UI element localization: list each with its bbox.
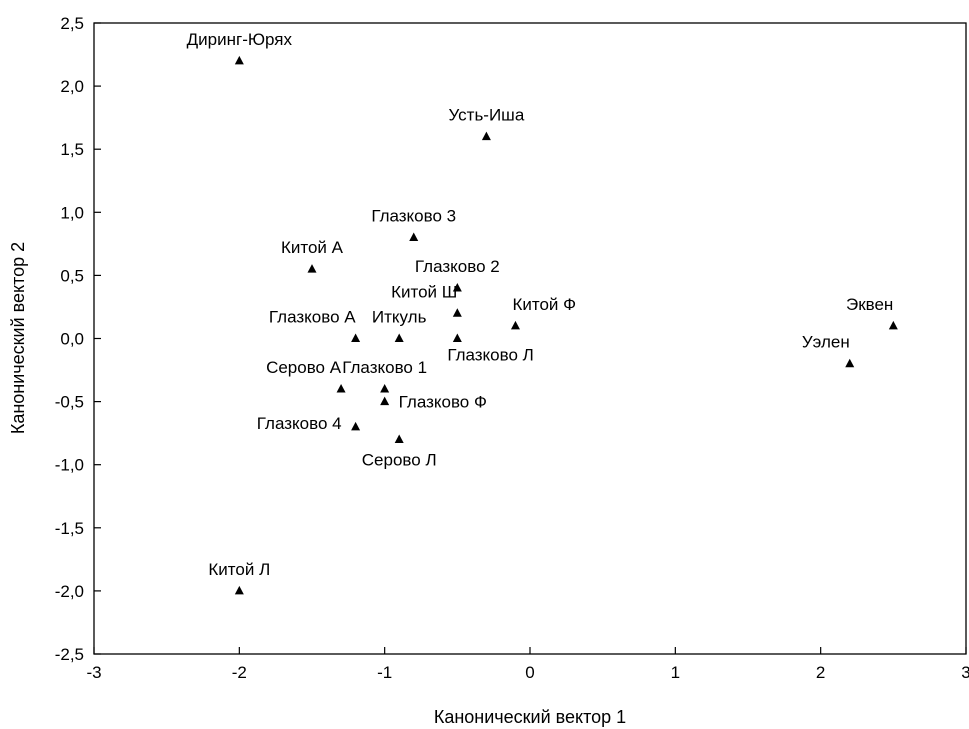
- y-tick-label: -1,5: [55, 519, 84, 538]
- data-point-label: Уэлен: [802, 333, 850, 352]
- data-point-marker: [380, 396, 390, 406]
- y-tick-label: 1,0: [60, 203, 84, 222]
- x-tick-label: 0: [525, 663, 534, 682]
- data-point-marker: [351, 333, 361, 342]
- y-tick-label: 0,5: [60, 266, 84, 285]
- data-point-label: Глазково А: [269, 308, 356, 327]
- data-point-label: Китой Л: [208, 560, 270, 579]
- data-point-label: Китой А: [281, 238, 344, 257]
- data-point-marker: [394, 434, 404, 443]
- data-point-marker: [481, 131, 491, 141]
- data-point-marker: [888, 320, 898, 330]
- axis-tick-labels: -3 -2 -1 0 1 2 3 2,5 2,0 1,5 1,0 0,5 0,0 -0,5 -1,0 -1,5…: [55, 14, 969, 682]
- y-axis-title: Канонический вектор 2: [8, 242, 28, 434]
- data-point-label: Китой Ш: [391, 282, 457, 301]
- data-point-marker: [234, 55, 244, 65]
- data-point-marker: [452, 308, 462, 317]
- data-point-label: Глазково Ф: [399, 393, 487, 412]
- data-point-marker: [307, 264, 317, 273]
- data-point-marker: [452, 333, 462, 342]
- x-tick-label: 2: [816, 663, 825, 682]
- data-point-label: Глазково 2: [415, 257, 500, 276]
- x-axis-title: Канонический вектор 1: [434, 707, 626, 727]
- data-points: [234, 55, 898, 595]
- data-point-label: Серово Л: [362, 450, 437, 469]
- data-point-marker: [394, 333, 404, 342]
- x-tick-label: 3: [961, 663, 969, 682]
- x-tick-label: -3: [86, 663, 101, 682]
- y-tick-label: -2,0: [55, 582, 84, 601]
- y-tick-label: -1,0: [55, 456, 84, 475]
- y-tick-label: 1,5: [60, 140, 84, 159]
- data-point-label: Глазково Л: [447, 346, 534, 365]
- y-tick-label: 2,0: [60, 77, 84, 96]
- data-point-marker: [845, 358, 855, 368]
- y-tick-label: 0,0: [60, 330, 84, 349]
- data-point-label: Иткуль: [372, 308, 427, 327]
- data-point-label: Серово А: [266, 358, 342, 377]
- data-point-marker: [409, 232, 419, 242]
- y-tick-label: -0,5: [55, 393, 84, 412]
- y-tick-label: -2,5: [55, 645, 84, 664]
- data-point-label: Диринг-Юрях: [187, 30, 293, 49]
- data-point-label: Глазково 3: [371, 207, 456, 226]
- x-tick-label: 1: [671, 663, 680, 682]
- data-point-label: Глазково 4: [257, 414, 342, 433]
- data-point-label: Глазково 1: [342, 358, 427, 377]
- data-point-marker: [234, 585, 244, 595]
- data-point-label: Эквен: [846, 295, 893, 314]
- data-point-label: Китой Ф: [512, 295, 576, 314]
- data-point-marker: [452, 283, 462, 292]
- axis-ticks: [93, 22, 967, 655]
- data-point-labels: Диринг-Юрях Усть-Иша Глазково 3 Китой А Глаз…: [187, 30, 894, 579]
- data-point-marker: [351, 421, 361, 431]
- y-tick-label: 2,5: [60, 14, 84, 33]
- x-tick-label: -1: [377, 663, 392, 682]
- data-point-marker: [380, 383, 390, 393]
- data-point-label: Усть-Иша: [449, 106, 525, 125]
- data-point-marker: [510, 320, 520, 330]
- data-point-marker: [336, 383, 346, 393]
- x-tick-label: -2: [232, 663, 247, 682]
